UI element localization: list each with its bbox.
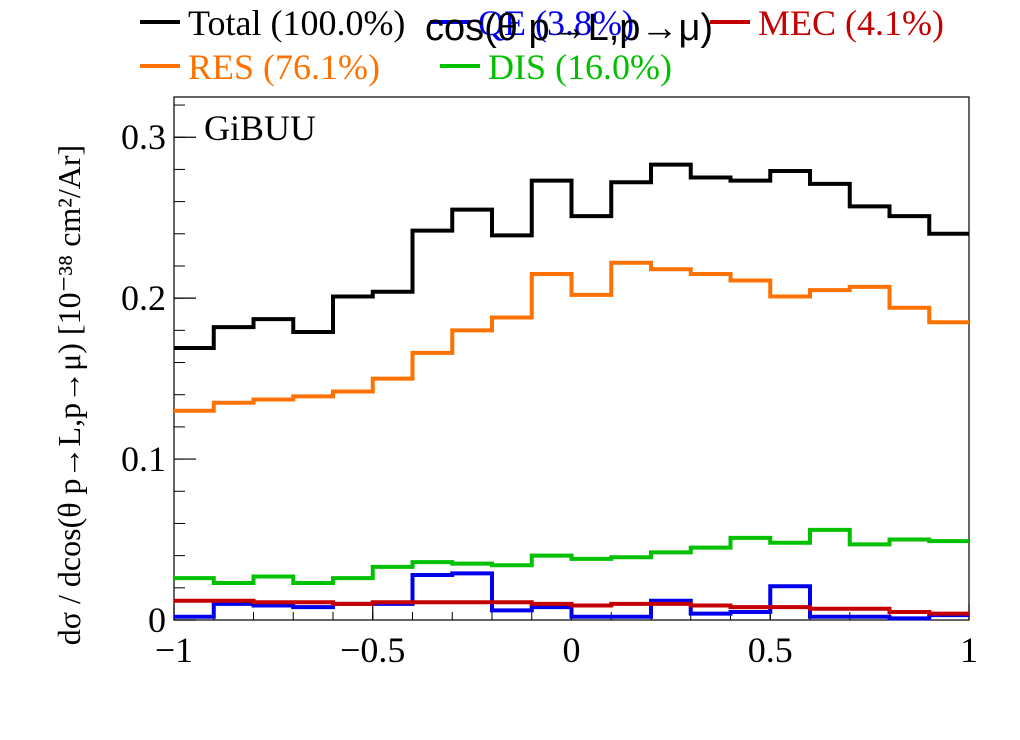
y-axis: 0 0.1 0.2 0.3 [121,104,196,640]
chart-title: cos(θ p→L,p→μ) [425,7,713,49]
series-group [174,162,969,621]
svg-text:dσ / dcos(θ p→L,p→μ) [10⁻³⁸ cm: dσ / dcos(θ p→L,p→μ) [10⁻³⁸ cm²/Ar] [51,145,87,645]
legend-label-dis: DIS (16.0%) [488,47,672,87]
legend-label-res: RES (76.1%) [188,47,380,87]
y-tick-label: 0.1 [121,439,166,479]
legend: Total (100.0%) QE (3.8%) MEC (4.1%) RES (76… [140,3,944,87]
legend-label-mec: MEC (4.1%) [758,3,944,43]
series-dis-line [174,527,969,585]
y-tick-label: 0 [148,600,166,640]
x-axis: −1 −0.5 0 0.5 1 [155,604,978,670]
x-tick-label: −1 [155,630,193,670]
series-mec-line [174,598,969,616]
x-tick-label: 1 [960,630,978,670]
x-tick-label: 0 [563,630,581,670]
y-tick-label: 0.2 [121,278,166,318]
legend-label-total: Total (100.0%) [188,3,405,43]
y-axis-label: dσ / dcos(θ p→L,p→μ) [10⁻³⁸ cm²/Ar] [51,145,87,645]
series-total-line [174,162,969,351]
generator-annotation: GiBUU [204,108,316,148]
series-res-line [174,260,969,413]
y-tick-label: 0.3 [121,117,166,157]
legend-label-qe: QE (3.8%) [478,3,634,43]
x-tick-label: 0.5 [748,630,793,670]
x-tick-label: −0.5 [340,630,405,670]
